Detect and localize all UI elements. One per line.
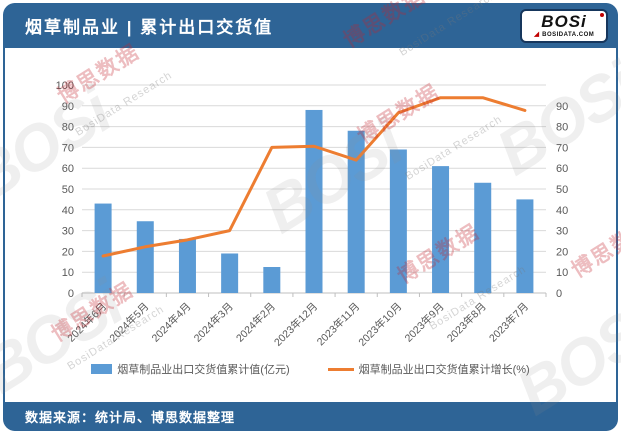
bosi-logo-text: BOSi xyxy=(522,13,606,30)
right-axis-tick-label: 70 xyxy=(556,142,568,154)
bosi-logo-subrow: ◢ BOSIDATA.COM xyxy=(522,31,606,38)
chart-legend: 烟草制品业出口交货值累计值(亿元) 烟草制品业出口交货值累计增长(%) xyxy=(0,361,621,377)
right-axis-tick-label: 90 xyxy=(556,101,568,113)
bar xyxy=(347,130,365,293)
right-axis-tick-label: 50 xyxy=(556,184,568,196)
bosi-logo: BOSi ◢ BOSIDATA.COM xyxy=(520,9,608,43)
report-header: 烟草制品业 | 累计出口交货值 BOSi ◢ BOSIDATA.COM xyxy=(3,3,618,48)
x-axis-category-label: 2023年12月 xyxy=(271,300,320,349)
x-axis-category-label: 2023年11月 xyxy=(314,300,362,348)
bar xyxy=(474,182,492,293)
chart-area: 0 0 10 10 20 20 30 30 40 40 50 50 60 60 70 70 80 80 90 90 10… xyxy=(18,62,603,360)
right-axis-tick-label: 20 xyxy=(556,246,568,258)
left-axis-tick-label: 10 xyxy=(62,267,74,279)
bar xyxy=(263,267,281,293)
bar xyxy=(305,109,323,294)
bosi-logo-domain: BOSIDATA.COM xyxy=(542,31,595,38)
legend-line-label: 烟草制品业出口交货值累计增长(%) xyxy=(358,364,530,376)
bar xyxy=(94,203,112,293)
x-axis-category-label: 2024年3月 xyxy=(191,300,236,345)
legend-item-bar: 烟草制品业出口交货值累计值(亿元) xyxy=(91,361,290,377)
x-axis-category-label: 2023年7月 xyxy=(486,300,531,345)
bar xyxy=(221,253,239,293)
right-axis-tick-label: 80 xyxy=(556,122,568,134)
bar xyxy=(516,199,534,293)
bar xyxy=(432,166,450,293)
bar xyxy=(389,149,407,293)
x-axis-category-label: 2023年8月 xyxy=(444,300,489,345)
left-axis-tick-label: 50 xyxy=(62,184,74,196)
report-footer: 数据来源：统计局、博思数据整理 xyxy=(3,402,618,431)
right-axis-tick-label: 30 xyxy=(556,226,568,238)
left-axis-tick-label: 20 xyxy=(62,246,74,258)
left-axis-tick-label: 30 xyxy=(62,226,74,238)
trend-line xyxy=(101,96,527,258)
right-axis-tick-label: 40 xyxy=(556,205,568,217)
data-source-text: 数据来源：统计局、博思数据整理 xyxy=(25,410,236,425)
page-title: 烟草制品业 | 累计出口交货值 xyxy=(25,18,274,37)
left-axis-tick-label: 100 xyxy=(56,80,74,92)
x-axis-category-label: 2024年4月 xyxy=(149,300,194,345)
right-axis-tick-label: 10 xyxy=(556,267,568,279)
x-axis-category-label: 2023年10月 xyxy=(356,300,405,349)
left-axis-tick-label: 70 xyxy=(62,142,74,154)
left-axis-tick-label: 0 xyxy=(68,288,74,300)
legend-item-line: 烟草制品业出口交货值累计增长(%) xyxy=(327,361,530,377)
x-axis-category-label: 2024年5月 xyxy=(107,300,152,345)
bosi-logo-wordmark: BOSi xyxy=(541,12,587,31)
legend-bar-swatch xyxy=(91,364,113,374)
x-axis-category-label: 2024年2月 xyxy=(233,300,278,345)
bar-series xyxy=(94,109,534,294)
legend-bar-label: 烟草制品业出口交货值累计值(亿元) xyxy=(117,364,290,376)
left-axis-tick-label: 40 xyxy=(62,205,74,217)
right-axis-tick-label: 60 xyxy=(556,163,568,175)
bar xyxy=(136,221,154,293)
red-triangle-icon: ◢ xyxy=(533,31,540,38)
left-axis-tick-label: 80 xyxy=(62,122,74,134)
legend-line-swatch xyxy=(327,367,354,371)
chart-canvas: 0 0 10 10 20 20 30 30 40 40 50 50 60 60 70 70 80 80 90 90 10… xyxy=(56,80,569,349)
right-axis-tick-label: 0 xyxy=(556,288,562,300)
axis-ticks xyxy=(81,293,547,297)
line-series xyxy=(101,96,527,258)
bar xyxy=(178,238,196,293)
logo-red-dot-icon xyxy=(600,13,604,17)
x-axis-category-label: 2023年9月 xyxy=(402,300,447,345)
x-axis-category-label: 2024年6月 xyxy=(65,300,110,345)
left-axis-tick-label: 60 xyxy=(62,163,74,175)
left-axis-tick-label: 90 xyxy=(62,101,74,113)
